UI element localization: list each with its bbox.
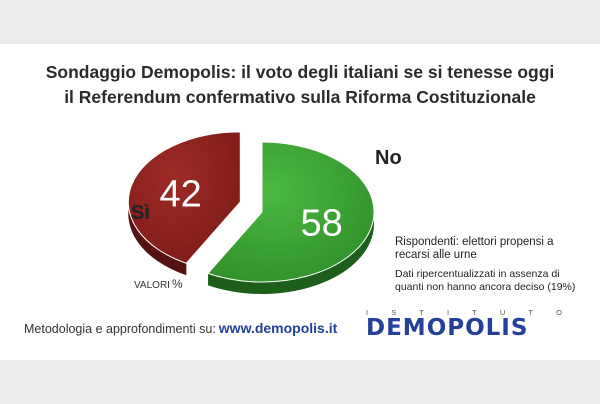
logo-subtitle-letter: S: [391, 308, 397, 317]
footer-text: Metodologia e approfondimenti su:: [24, 322, 216, 336]
pie-slice-yes: [207, 141, 375, 283]
logo-subtitle-letter: T: [528, 308, 533, 317]
legend-label-yes: Sì: [131, 202, 150, 224]
pie-slice-side-yes: [208, 142, 374, 294]
logo-subtitle-letter: U: [499, 308, 506, 317]
demopolis-logo: DEMOPOLIS: [366, 315, 529, 341]
logo-subtitle-letter: I: [366, 308, 369, 317]
recalc-note: Dati ripercentualizzati in assenza di qu…: [395, 268, 576, 293]
respondents-note: Rispondenti: elettori propensi a recarsi…: [395, 236, 554, 261]
logo-subtitle-letter: O: [556, 308, 562, 317]
unit-text: VALORI: [134, 280, 170, 291]
footer-url-link[interactable]: www.demopolis.it: [218, 320, 338, 336]
legend-label-no: No: [375, 147, 402, 169]
footer: Metodologia e approfondimenti su: www.dem…: [24, 320, 337, 336]
unit-symbol: %: [171, 277, 183, 291]
logo-subtitle-letter: T: [419, 308, 424, 317]
pie-slice-no: [127, 131, 241, 264]
logo-subtitle-letter: T: [472, 308, 477, 317]
slice-value-label-no: 42: [159, 173, 201, 215]
unit-label: VALORI%: [134, 277, 183, 291]
slice-value-label-yes: 58: [301, 203, 343, 245]
title-line-1: Sondaggio Demopolis: il voto degli itali…: [45, 62, 555, 82]
title-line-2: il Referendum confermativo sulla Riforma…: [64, 87, 536, 107]
chart-title: Sondaggio Demopolis: il voto degli itali…: [0, 60, 600, 110]
logo-subtitle-letter: I: [446, 308, 450, 317]
